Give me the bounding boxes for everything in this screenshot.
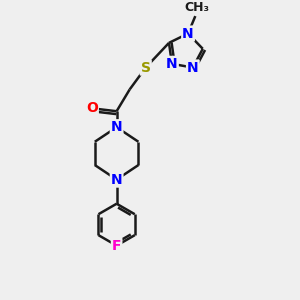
Text: N: N xyxy=(111,172,122,187)
Text: N: N xyxy=(182,26,194,40)
Text: N: N xyxy=(166,57,178,71)
Text: N: N xyxy=(111,120,122,134)
Text: N: N xyxy=(187,61,199,74)
Text: F: F xyxy=(112,238,122,253)
Text: S: S xyxy=(141,61,151,75)
Text: O: O xyxy=(86,101,98,115)
Text: CH₃: CH₃ xyxy=(184,2,209,14)
